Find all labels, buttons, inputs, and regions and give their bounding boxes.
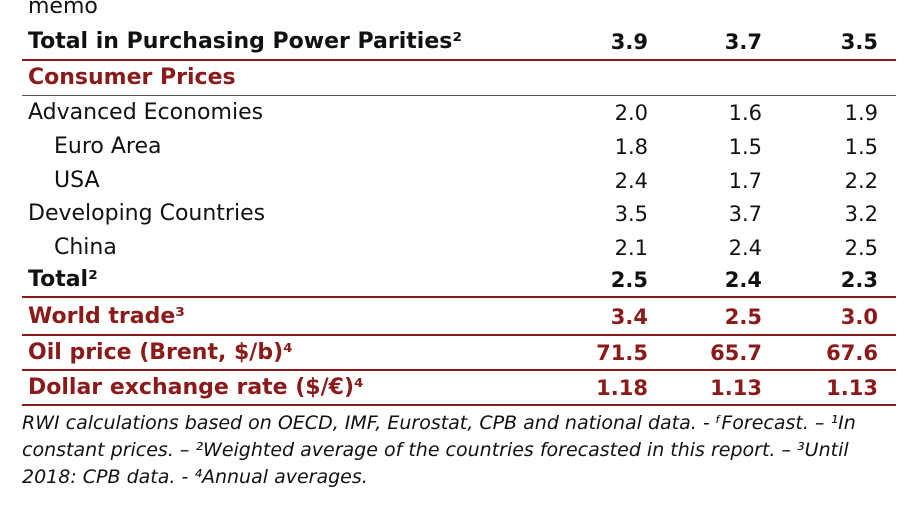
cell-value: 2.5 [844, 236, 878, 260]
cell-value: 3.5 [840, 30, 878, 54]
cell-value: 65.7 [710, 341, 762, 365]
table-bottom-rule [22, 404, 896, 406]
table-row-china: China 2.1 2.4 2.5 [22, 231, 896, 265]
cell-value: 1.7 [728, 169, 762, 193]
cell-value: 2.5 [724, 305, 762, 329]
row-divider [22, 59, 896, 61]
cell-value: 1.6 [728, 101, 762, 125]
row-divider [22, 334, 896, 336]
cell-value: 1.18 [596, 376, 648, 400]
table-row-euro-area: Euro Area 1.8 1.5 1.5 [22, 130, 896, 164]
row-label: Oil price (Brent, $/b)⁴ [28, 340, 293, 365]
table-row-oil-price: Oil price (Brent, $/b)⁴ 71.5 65.7 67.6 [22, 336, 896, 370]
cell-value: 71.5 [596, 341, 648, 365]
cell-value: 1.8 [614, 135, 648, 159]
table-row-developing-countries: Developing Countries 3.5 3.7 3.2 [22, 197, 896, 231]
row-label: Total² [28, 267, 98, 292]
cell-value: 3.7 [728, 202, 762, 226]
cell-value: 2.4 [614, 169, 648, 193]
table-row-total-ppp: Total in Purchasing Power Parities² 3.9 … [22, 25, 896, 59]
row-label: USA [54, 168, 100, 193]
row-label: Developing Countries [28, 201, 266, 226]
table-row-usa: USA 2.4 1.7 2.2 [22, 164, 896, 198]
memo-row: memo [22, 0, 896, 24]
row-divider [22, 369, 896, 371]
row-label: Total in Purchasing Power Parities² [28, 29, 462, 54]
table-row-total: Total² 2.5 2.4 2.3 [22, 263, 896, 297]
table-row-world-trade: World trade³ 3.4 2.5 3.0 [22, 300, 896, 334]
cell-value: 3.2 [844, 202, 878, 226]
cell-value: 1.9 [844, 101, 878, 125]
cell-value: 2.3 [840, 268, 878, 292]
section-heading-consumer-prices: Consumer Prices [22, 61, 896, 95]
cell-value: 2.1 [614, 236, 648, 260]
cell-value: 1.5 [844, 135, 878, 159]
row-label: China [54, 235, 117, 260]
row-label: Advanced Economies [28, 100, 264, 125]
section-heading: Consumer Prices [28, 65, 236, 90]
row-label: World trade³ [28, 304, 185, 329]
source-footnote: RWI calculations based on OECD, IMF, Eur… [22, 412, 856, 488]
cell-value: 3.9 [610, 30, 648, 54]
cell-value: 1.13 [710, 376, 762, 400]
cell-value: 3.7 [724, 30, 762, 54]
cell-value: 2.4 [728, 236, 762, 260]
memo-label: memo [28, 0, 98, 19]
table-row-advanced-economies: Advanced Economies 2.0 1.6 1.9 [22, 96, 896, 130]
table-row-dollar-exchange-rate: Dollar exchange rate ($/€)⁴ 1.18 1.13 1.… [22, 371, 896, 405]
row-divider [22, 95, 896, 96]
row-divider [22, 296, 896, 298]
cell-value: 67.6 [826, 341, 878, 365]
row-label: Euro Area [54, 134, 162, 159]
row-label: Dollar exchange rate ($/€)⁴ [28, 375, 364, 400]
cell-value: 3.0 [840, 305, 878, 329]
cell-value: 2.0 [614, 101, 648, 125]
cell-value: 1.13 [826, 376, 878, 400]
cell-value: 2.2 [844, 169, 878, 193]
cell-value: 2.5 [610, 268, 648, 292]
cell-value: 3.4 [610, 305, 648, 329]
cell-value: 1.5 [728, 135, 762, 159]
cell-value: 2.4 [724, 268, 762, 292]
cell-value: 3.5 [614, 202, 648, 226]
